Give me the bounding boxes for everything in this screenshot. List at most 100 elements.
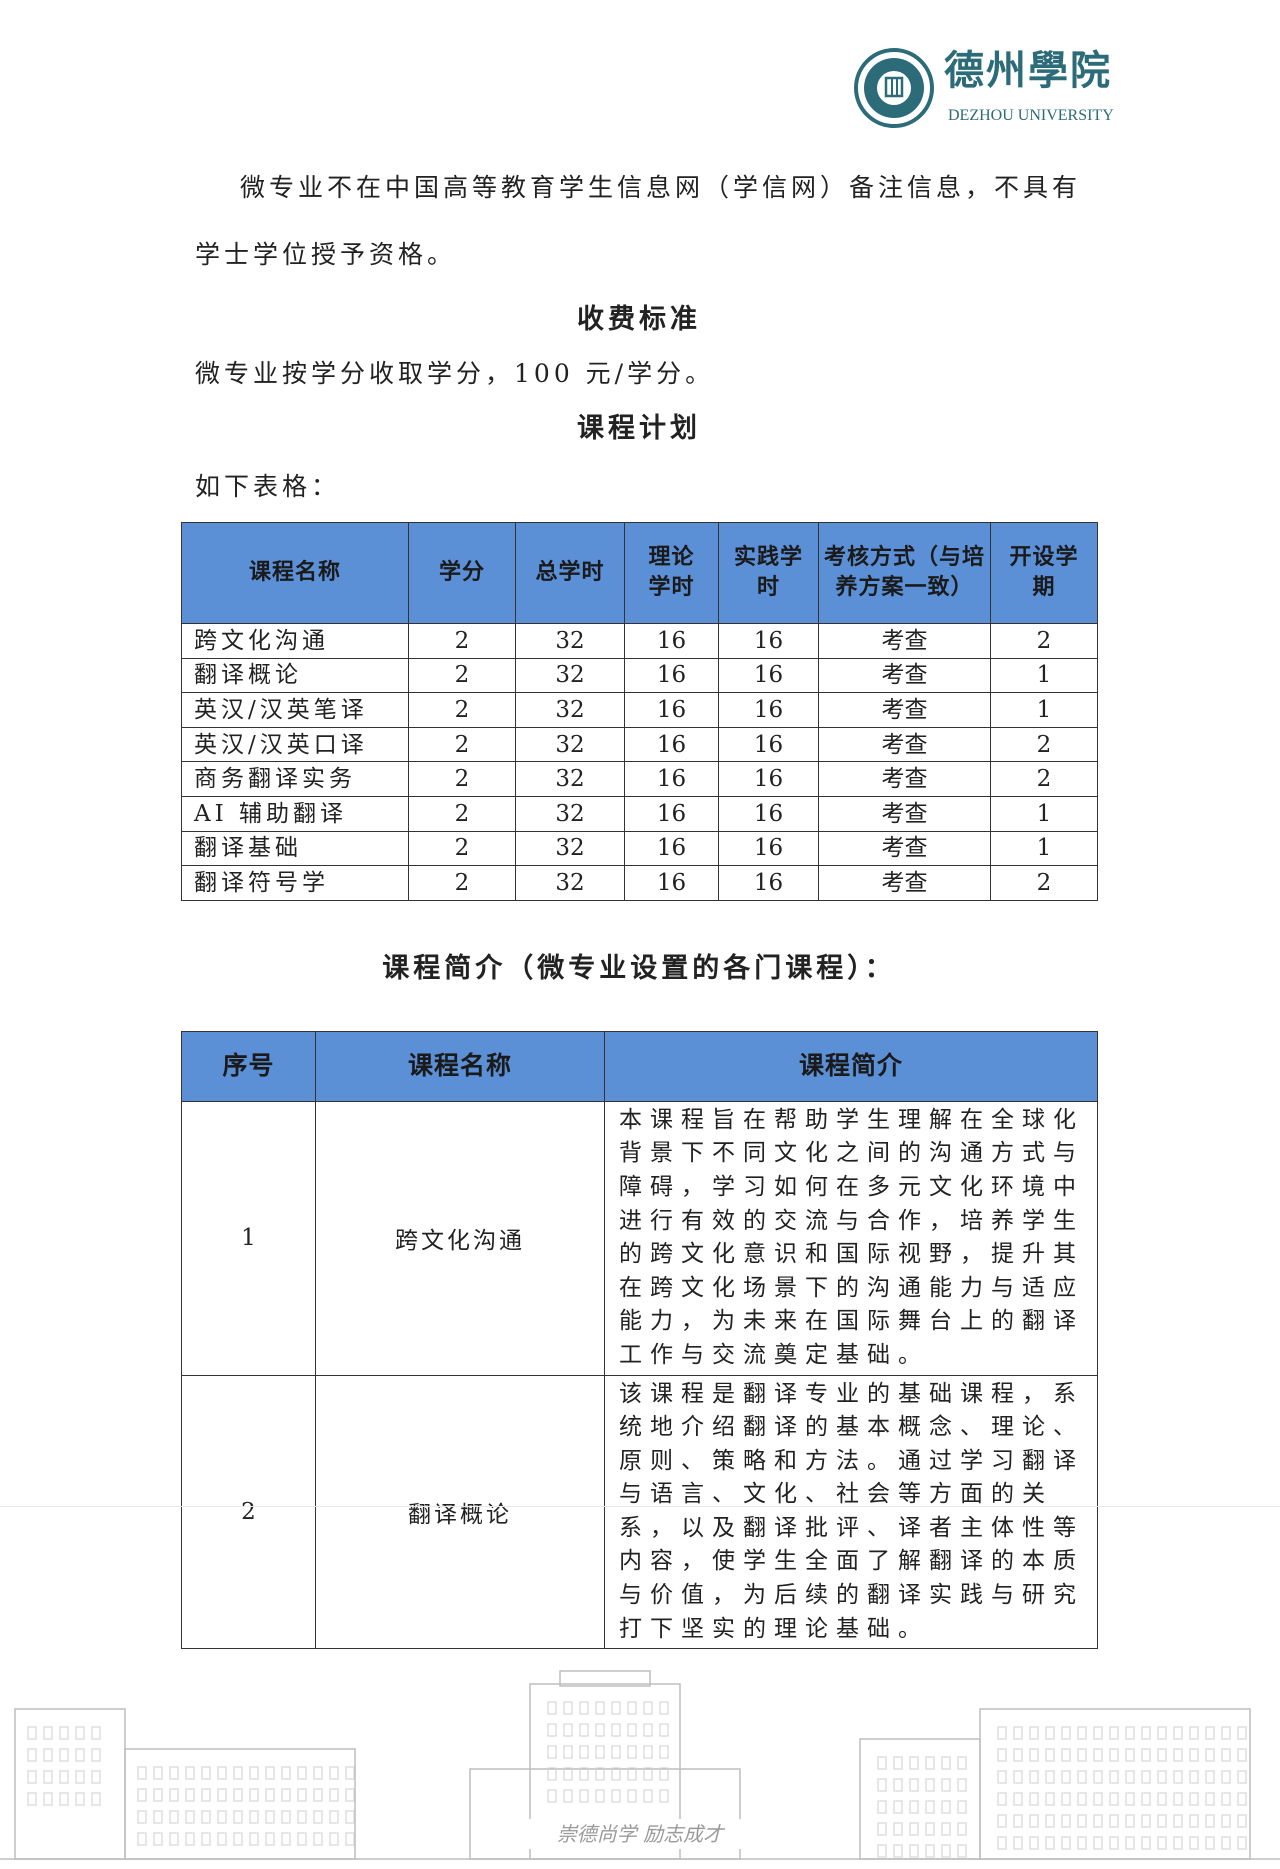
cell-course-name: 商务翻译实务 bbox=[181, 761, 409, 797]
window-mark bbox=[27, 1770, 37, 1784]
window-mark bbox=[997, 1792, 1007, 1806]
window-mark bbox=[1173, 1748, 1183, 1762]
window-mark bbox=[1125, 1792, 1135, 1806]
window-mark bbox=[1013, 1792, 1023, 1806]
window-mark bbox=[1189, 1726, 1199, 1740]
university-seal-icon bbox=[854, 48, 934, 128]
window-mark bbox=[185, 1766, 195, 1780]
window-mark bbox=[153, 1810, 163, 1824]
window-mark bbox=[1205, 1726, 1215, 1740]
col-header: 考核方式（与培养方案一致） bbox=[818, 522, 991, 624]
window-mark bbox=[941, 1756, 951, 1770]
window-mark bbox=[201, 1788, 211, 1802]
window-mark bbox=[249, 1810, 259, 1824]
window-mark bbox=[185, 1788, 195, 1802]
page-divider bbox=[0, 1506, 1280, 1507]
window-mark bbox=[579, 1701, 589, 1715]
window-mark bbox=[997, 1748, 1007, 1762]
window-mark bbox=[233, 1766, 243, 1780]
table-row: 2 翻译概论 该课程是翻译专业的基础课程，系统地介绍翻译的基本概念、理论、原则、… bbox=[181, 1374, 1098, 1650]
window-mark bbox=[43, 1748, 53, 1762]
cell-total-hours: 32 bbox=[515, 726, 625, 763]
window-mark bbox=[1013, 1814, 1023, 1828]
window-mark bbox=[1205, 1748, 1215, 1762]
window-mark bbox=[137, 1832, 147, 1846]
cell-theory-hours: 16 bbox=[624, 795, 719, 832]
window-mark bbox=[643, 1745, 653, 1759]
cell-theory-hours: 16 bbox=[624, 692, 719, 728]
cell-total-hours: 32 bbox=[515, 761, 625, 797]
window-mark bbox=[1237, 1836, 1247, 1850]
window-mark bbox=[201, 1766, 211, 1780]
window-mark bbox=[941, 1778, 951, 1792]
window-mark bbox=[627, 1701, 637, 1715]
window-mark bbox=[1109, 1726, 1119, 1740]
window-mark bbox=[595, 1789, 605, 1803]
window-mark bbox=[611, 1745, 621, 1759]
window-mark bbox=[329, 1766, 339, 1780]
window-mark bbox=[1093, 1836, 1103, 1850]
window-mark bbox=[877, 1756, 887, 1770]
window-mark bbox=[75, 1770, 85, 1784]
window-mark bbox=[925, 1756, 935, 1770]
window-mark bbox=[1221, 1748, 1231, 1762]
window-mark bbox=[1173, 1836, 1183, 1850]
cell-semester: 1 bbox=[990, 692, 1098, 728]
window-mark bbox=[1013, 1748, 1023, 1762]
window-mark bbox=[297, 1788, 307, 1802]
col-header: 总学时 bbox=[515, 522, 625, 624]
cell-total-hours: 32 bbox=[515, 657, 625, 694]
cell-total-hours: 32 bbox=[515, 830, 625, 867]
window-mark bbox=[153, 1832, 163, 1846]
window-mark bbox=[1189, 1814, 1199, 1828]
window-mark bbox=[1109, 1770, 1119, 1784]
col-header: 学分 bbox=[408, 522, 516, 624]
window-mark bbox=[1029, 1836, 1039, 1850]
window-mark bbox=[233, 1832, 243, 1846]
window-mark bbox=[217, 1832, 227, 1846]
cell-semester: 1 bbox=[990, 795, 1098, 832]
cell-practice-hours: 16 bbox=[718, 865, 819, 901]
window-mark bbox=[1125, 1814, 1135, 1828]
cell-course-name: 翻译概论 bbox=[315, 1374, 605, 1650]
window-mark bbox=[91, 1726, 101, 1740]
window-mark bbox=[611, 1723, 621, 1737]
window-mark bbox=[265, 1832, 275, 1846]
cell-practice-hours: 16 bbox=[718, 657, 819, 694]
window-mark bbox=[1157, 1814, 1167, 1828]
window-mark bbox=[1141, 1814, 1151, 1828]
window-mark bbox=[941, 1822, 951, 1836]
window-mark bbox=[233, 1810, 243, 1824]
logo-name-cn: 德州學院 bbox=[944, 47, 1112, 94]
window-mark bbox=[1109, 1836, 1119, 1850]
cell-semester: 2 bbox=[990, 726, 1098, 763]
window-mark bbox=[1237, 1770, 1247, 1784]
window-mark bbox=[91, 1770, 101, 1784]
window-mark bbox=[547, 1745, 557, 1759]
cell-course-name: 英汉/汉英口译 bbox=[181, 726, 409, 763]
window-mark bbox=[329, 1832, 339, 1846]
window-mark bbox=[1141, 1770, 1151, 1784]
window-mark bbox=[1029, 1814, 1039, 1828]
window-mark bbox=[595, 1723, 605, 1737]
window-mark bbox=[909, 1800, 919, 1814]
window-mark bbox=[297, 1832, 307, 1846]
cell-credits: 2 bbox=[408, 726, 516, 763]
window-mark bbox=[1141, 1836, 1151, 1850]
cell-total-hours: 32 bbox=[515, 623, 625, 659]
window-mark bbox=[281, 1788, 291, 1802]
window-mark bbox=[185, 1810, 195, 1824]
window-mark bbox=[925, 1778, 935, 1792]
window-mark bbox=[1077, 1814, 1087, 1828]
col-header: 课程名称 bbox=[181, 522, 409, 624]
window-mark bbox=[1205, 1770, 1215, 1784]
window-mark bbox=[579, 1789, 589, 1803]
table-row: 跨文化沟通 2 32 16 16 考查 2 bbox=[181, 623, 1098, 659]
window-mark bbox=[563, 1701, 573, 1715]
fee-text: 微专业按学分收取学分，100 元/学分。 bbox=[195, 359, 715, 388]
window-mark bbox=[643, 1767, 653, 1781]
window-mark bbox=[997, 1770, 1007, 1784]
document-body: 微专业不在中国高等教育学生信息网（学信网）备注信息，不具有学士学位授予资格。 收… bbox=[181, 0, 1098, 1650]
window-mark bbox=[1205, 1836, 1215, 1850]
window-mark bbox=[1045, 1748, 1055, 1762]
